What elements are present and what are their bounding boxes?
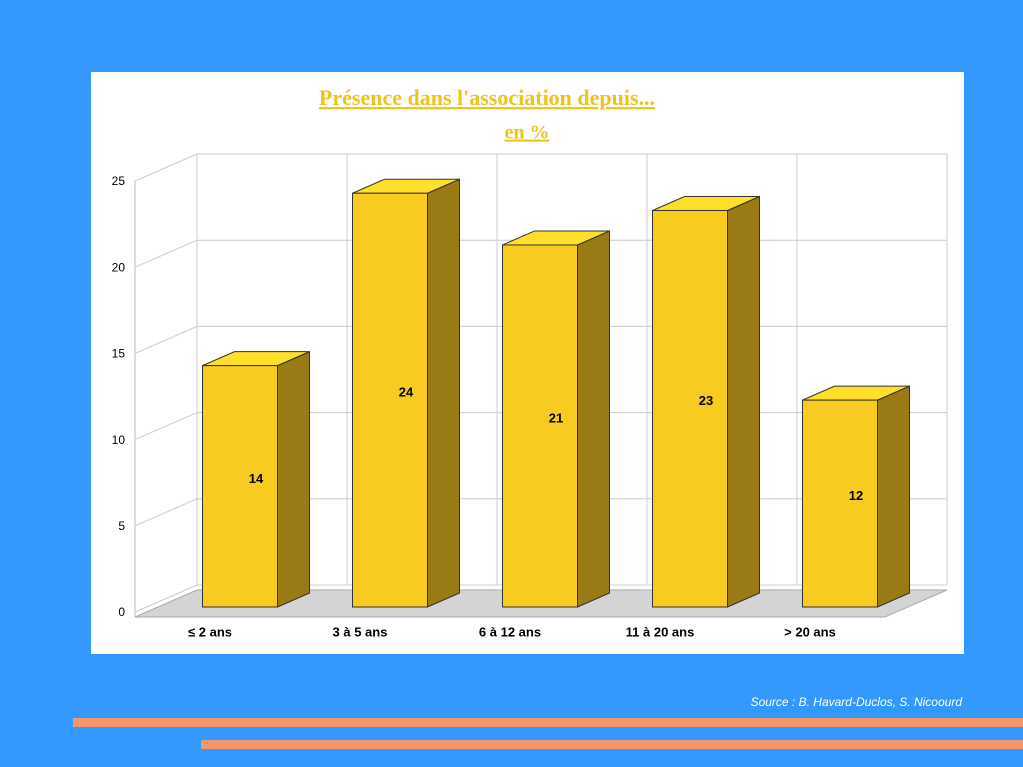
- bar-side: [577, 230, 610, 608]
- y-tick-label: 10: [112, 433, 126, 447]
- bar: [352, 192, 428, 608]
- value-label: 12: [849, 488, 863, 503]
- x-tick-label: > 20 ans: [784, 624, 836, 639]
- bar: [502, 244, 578, 608]
- source-note: Source : B. Havard-Duclos, S. Nicoourd: [751, 695, 963, 709]
- y-tick-label: 5: [118, 519, 125, 533]
- x-tick-label: 3 à 5 ans: [333, 624, 388, 639]
- x-tick-label: 6 à 12 ans: [479, 624, 541, 639]
- bar-side: [427, 178, 460, 608]
- plot: 0 5 10 15 20 25 ≤ 2 ans 14 3 à 5 ans 24 6 à 12 ans…: [112, 153, 948, 639]
- chart-subtitle: en %: [505, 122, 550, 144]
- x-tick-label: ≤ 2 ans: [188, 624, 232, 639]
- bar-side: [877, 385, 910, 608]
- bar: [802, 399, 878, 608]
- value-label: 24: [399, 385, 414, 400]
- y-tick-label: 25: [112, 174, 126, 188]
- x-tick-label: 11 à 20 ans: [626, 624, 695, 639]
- y-tick-label: 15: [112, 347, 126, 361]
- bar: [652, 209, 728, 608]
- stripe: [73, 718, 1023, 727]
- bar: [202, 365, 278, 608]
- bar-side: [277, 350, 310, 608]
- value-label: 14: [249, 471, 264, 486]
- value-label: 21: [549, 410, 563, 425]
- y-tick-label: 20: [112, 260, 126, 274]
- y-tick-label: 0: [118, 605, 125, 619]
- chart-title: Présence dans l'association depuis...: [319, 85, 655, 110]
- value-label: 23: [699, 393, 713, 408]
- stripe: [201, 740, 1023, 749]
- bar-side: [727, 195, 760, 608]
- grid-line: [134, 153, 947, 182]
